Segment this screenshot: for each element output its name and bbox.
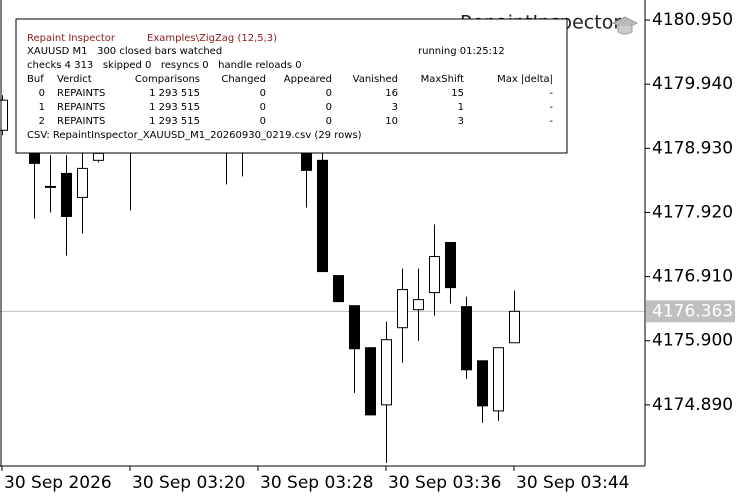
x-tick-label: 30 Sep 03:44 <box>516 473 629 493</box>
table-cell: 0 <box>39 88 45 99</box>
panel-csv: CSV: RepaintInspector_XAUUSD_M1_20260930… <box>27 130 362 141</box>
table-cell: REPAINTS <box>57 116 105 127</box>
y-tick-label: 4175.900 <box>652 331 733 351</box>
panel-status: checks 4 313 skipped 0 resyncs 0 handle … <box>27 60 302 71</box>
table-header: Verdict <box>57 74 92 85</box>
candle-body <box>317 159 328 273</box>
table-cell: 0 <box>326 116 332 127</box>
table-cell: 1 293 515 <box>149 88 200 99</box>
candle-body <box>493 347 504 412</box>
table-cell: - <box>549 88 553 99</box>
inspector-panel: Repaint Inspector Examples\ZigZag (12,5,… <box>15 18 568 154</box>
x-tick-label: 30 Sep 03:28 <box>260 473 373 493</box>
candle-body <box>397 289 408 329</box>
table-cell: 0 <box>260 116 266 127</box>
y-tick-label: 4178.930 <box>652 138 733 158</box>
table-cell: 16 <box>385 88 398 99</box>
table-cell: 3 <box>458 116 464 127</box>
table-cell: REPAINTS <box>57 88 105 99</box>
table-cell: - <box>549 116 553 127</box>
candle-body <box>477 360 488 407</box>
table-cell: 10 <box>385 116 398 127</box>
table-cell: 0 <box>326 102 332 113</box>
panel-box <box>15 18 568 154</box>
table-cell: - <box>549 102 553 113</box>
table-header: Buf <box>27 74 44 85</box>
table-cell: 1 293 515 <box>149 102 200 113</box>
table-cell: 15 <box>451 88 464 99</box>
table-header: Max |delta| <box>497 74 553 85</box>
y-tick-label: 4177.920 <box>652 202 733 222</box>
table-cell: 2 <box>39 116 45 127</box>
candle-body <box>429 256 440 294</box>
table-cell: 1 293 515 <box>149 116 200 127</box>
candle-body <box>333 275 344 303</box>
panel-title: Repaint Inspector <box>27 33 116 44</box>
x-tick-label: 30 Sep 2026 <box>4 473 112 493</box>
current-price-label: 4176.363 <box>652 301 733 321</box>
watermark-icon <box>611 16 639 35</box>
x-tick-label: 30 Sep 03:36 <box>388 473 501 493</box>
x-tick-label: 30 Sep 03:20 <box>132 473 245 493</box>
table-header: MaxShift <box>421 74 464 85</box>
table-cell: 0 <box>260 88 266 99</box>
current-price-box <box>646 300 735 323</box>
y-tick-label: 4180.950 <box>652 10 733 30</box>
candle-body <box>461 306 472 371</box>
panel-symbol: XAUUSD M1 300 closed bars watched <box>27 46 222 57</box>
candle-body <box>349 305 360 350</box>
table-header: Changed <box>221 74 266 85</box>
table-cell: 3 <box>392 102 398 113</box>
panel-running: running 01:25:12 <box>418 46 505 57</box>
table-cell: 1 <box>39 102 45 113</box>
candle-body <box>509 310 520 344</box>
candle-body <box>381 339 392 406</box>
candle-body <box>445 241 456 289</box>
table-cell: 0 <box>260 102 266 113</box>
candle-body <box>365 347 376 416</box>
candle-body <box>77 167 88 198</box>
table-header: Appeared <box>284 74 332 85</box>
table-header: Vanished <box>353 74 398 85</box>
candle-body <box>0 99 8 131</box>
y-tick-label: 4179.940 <box>652 74 733 94</box>
candle-body <box>61 172 72 217</box>
candle-body <box>413 299 424 311</box>
table-cell: 0 <box>326 88 332 99</box>
table-cell: 1 <box>458 102 464 113</box>
panel-indicator: Examples\ZigZag (12,5,3) <box>147 33 277 44</box>
plot <box>0 19 650 471</box>
table-cell: REPAINTS <box>57 102 105 113</box>
table-header: Comparisons <box>135 74 200 85</box>
candle-body <box>45 185 56 188</box>
y-tick-label: 4176.910 <box>652 267 733 287</box>
y-tick-label: 4174.890 <box>652 395 733 415</box>
candle-body <box>93 152 104 161</box>
